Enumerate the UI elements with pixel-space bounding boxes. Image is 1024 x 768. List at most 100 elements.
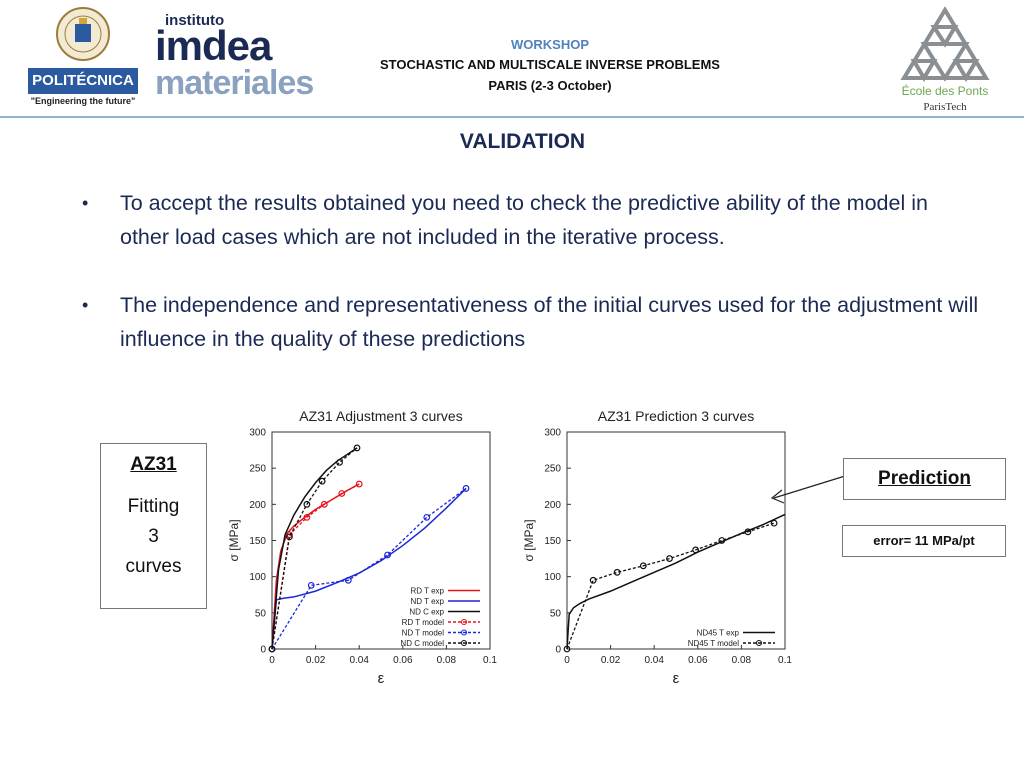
legend-label: ND C exp — [409, 608, 444, 617]
data-point — [336, 458, 343, 466]
upm-logo-name: POLITÉCNICA — [32, 72, 134, 89]
series-line — [566, 522, 775, 650]
error-box: error= 11 MPa/pt — [842, 525, 1006, 557]
az31-fitting-box: AZ31 Fitting 3 curves — [100, 443, 207, 609]
upm-logo: POLITÉCNICA "Engineering the future" — [24, 4, 142, 108]
data-point — [303, 500, 311, 508]
bullet-item: • To accept the results obtained you nee… — [82, 186, 982, 288]
legend-label: ND45 T exp — [697, 629, 740, 638]
slide-title: VALIDATION — [459, 130, 586, 153]
x-axis-label: ε — [378, 670, 385, 687]
data-point — [286, 533, 293, 541]
workshop-date: PARIS (2-3 October) — [488, 78, 612, 93]
y-tick-label: 200 — [544, 500, 561, 511]
data-point — [338, 490, 346, 497]
y-axis-label: σ [MPa] — [227, 519, 241, 561]
data-point — [320, 500, 328, 508]
x-tick-label: 0.08 — [732, 655, 752, 666]
adjustment-chart: AZ31 Adjustment 3 curves 0 0.02 0.04 0.06 0.0… — [227, 408, 497, 687]
legend-label: ND T model — [402, 629, 445, 638]
x-tick-label: 0.06 — [688, 655, 708, 666]
x-tick-label: 0.06 — [393, 655, 413, 666]
ponts-logo: École des Ponts ParisTech — [890, 6, 1000, 116]
data-point — [692, 546, 700, 554]
bullet-symbol: • — [82, 295, 89, 315]
data-point — [318, 477, 326, 485]
y-tick-label: 100 — [249, 572, 266, 583]
legend-marker — [460, 639, 468, 647]
y-tick-label: 0 — [260, 645, 266, 656]
data-point — [744, 528, 752, 536]
data-point — [384, 551, 391, 559]
legend-label: ND45 T model — [688, 639, 740, 648]
legend-marker — [755, 639, 763, 647]
series-line — [271, 487, 467, 650]
ponts-logo-name: École des Ponts — [901, 84, 989, 98]
plot-frame — [566, 431, 786, 650]
az31-box-line: 3 — [148, 526, 159, 547]
y-tick-label: 50 — [255, 608, 267, 619]
y-tick-label: 250 — [544, 464, 561, 475]
bullet-text: The independence and representativeness … — [120, 293, 979, 351]
legend-label: ND C model — [400, 639, 444, 648]
chart-title: AZ31 Adjustment 3 curves — [299, 408, 462, 424]
y-tick-label: 150 — [544, 536, 561, 547]
data-point — [718, 537, 726, 544]
header-divider — [0, 116, 1024, 118]
x-tick-label: 0.1 — [778, 655, 792, 666]
data-point — [423, 513, 431, 521]
imdea-logo-line3: materiales — [155, 64, 314, 102]
data-point — [303, 513, 311, 521]
legend-label: ND T exp — [411, 597, 445, 606]
sierpinski-triangle-icon — [900, 6, 990, 82]
legend-label: RD T exp — [411, 587, 445, 596]
data-point — [355, 480, 363, 488]
y-tick-label: 300 — [249, 428, 266, 439]
x-axis-label: ε — [673, 670, 680, 687]
imdea-logo-line2: imdea — [155, 22, 272, 69]
legend-marker — [460, 618, 468, 626]
plot-frame — [271, 431, 491, 650]
bullet-text: To accept the results obtained you need … — [120, 191, 928, 249]
y-axis-label: σ [MPa] — [522, 519, 536, 561]
x-tick-label: 0.08 — [437, 655, 457, 666]
x-tick-label: 0.02 — [306, 655, 326, 666]
y-tick-label: 150 — [249, 536, 266, 547]
data-point — [344, 576, 352, 584]
series-line — [271, 447, 358, 650]
x-tick-label: 0.04 — [644, 655, 664, 666]
data-point — [462, 485, 470, 492]
az31-box-line: curves — [125, 556, 182, 577]
legend-marker — [460, 629, 468, 636]
legend-label: RD T model — [402, 618, 445, 627]
chart-title: AZ31 Prediction 3 curves — [598, 408, 754, 424]
x-tick-label: 0 — [564, 655, 570, 666]
x-tick-label: 0.02 — [601, 655, 621, 666]
prediction-label-box: Prediction — [843, 458, 1006, 500]
data-point — [666, 555, 673, 562]
workshop-label: WORKSHOP — [511, 37, 589, 52]
data-point — [268, 645, 276, 653]
data-point — [589, 576, 597, 584]
data-point — [639, 562, 647, 570]
bullet-item: • The independence and representativenes… — [82, 288, 982, 358]
az31-box-title: AZ31 — [130, 454, 177, 475]
x-tick-label: 0 — [269, 655, 275, 666]
upm-logo-tagline: "Engineering the future" — [30, 96, 136, 106]
y-tick-label: 200 — [249, 500, 266, 511]
prediction-arrow-icon — [770, 475, 846, 504]
y-tick-label: 250 — [249, 464, 266, 475]
data-point — [770, 519, 778, 527]
y-tick-label: 300 — [544, 428, 561, 439]
az31-box-line: Fitting — [127, 496, 180, 517]
x-tick-label: 0.1 — [483, 655, 497, 666]
y-tick-label: 50 — [550, 608, 562, 619]
imdea-logo-line1: instituto — [165, 12, 225, 29]
y-tick-label: 100 — [544, 572, 561, 583]
data-point — [307, 581, 315, 589]
bullet-symbol: • — [82, 193, 89, 213]
x-tick-label: 0.04 — [349, 655, 369, 666]
imdea-logo: instituto imdea materiales — [155, 12, 314, 104]
ponts-logo-sub: ParisTech — [923, 101, 967, 113]
prediction-chart: AZ31 Prediction 3 curves 0 0.02 0.04 0.06 0.0… — [522, 408, 792, 687]
